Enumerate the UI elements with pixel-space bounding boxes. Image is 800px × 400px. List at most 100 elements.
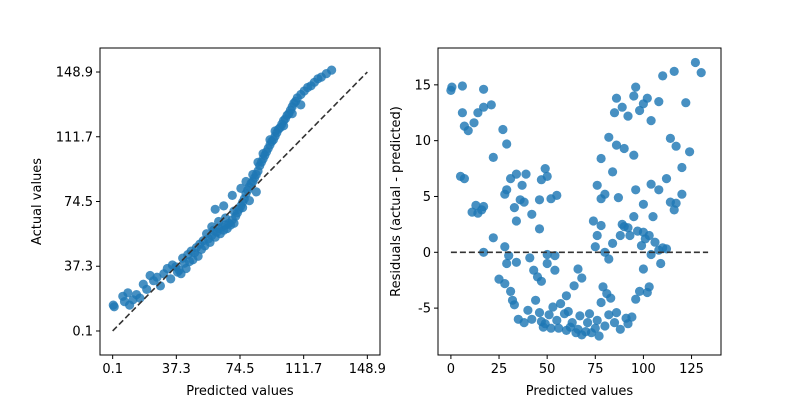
data-point [563, 306, 573, 317]
data-point [567, 318, 577, 328]
y-tick-label: 74.5 [64, 195, 93, 210]
data-point [631, 185, 641, 195]
x-tick-label: 50 [539, 362, 556, 377]
data-point [155, 281, 165, 291]
data-point [544, 310, 554, 320]
data-point [236, 183, 246, 193]
data-point [681, 98, 691, 108]
data-point [542, 258, 552, 269]
y-axis-label: Actual values [30, 158, 45, 245]
data-point [588, 216, 599, 226]
data-point [642, 93, 652, 103]
data-point [656, 258, 666, 269]
data-point [638, 264, 649, 274]
data-point [457, 108, 467, 118]
x-tick-label: 125 [679, 362, 704, 377]
data-point [469, 118, 479, 128]
data-point [596, 297, 606, 308]
data-point [554, 323, 564, 333]
data-point [523, 305, 533, 315]
y-tick-label: 15 [414, 78, 431, 93]
data-point [548, 302, 558, 312]
data-point [592, 315, 602, 325]
axis-ticks: 0.1 37.3 74.5 111.7 148.9 0.1 37.3 74.5 111.7 148… [56, 66, 386, 377]
x-tick-label: 75 [587, 362, 604, 377]
data-point [220, 213, 231, 223]
data-point [577, 273, 587, 283]
data-point [327, 65, 337, 75]
data-point [615, 324, 625, 334]
ideal-fit-line-layer [112, 71, 368, 332]
y-tick-label: 0.1 [72, 324, 93, 339]
data-point [258, 149, 268, 159]
data-point [677, 162, 687, 173]
data-point [592, 180, 602, 190]
data-point [629, 150, 639, 160]
data-point [635, 286, 645, 296]
data-point [631, 82, 641, 92]
residuals-panel: Predicted values Residuals (actual - pre… [389, 47, 722, 399]
data-point [519, 197, 529, 207]
data-point [550, 251, 560, 261]
data-point [584, 309, 595, 319]
data-point [590, 323, 600, 333]
data-point [648, 212, 658, 222]
data-point [123, 288, 133, 298]
data-point [511, 169, 521, 179]
data-point [608, 238, 618, 248]
data-point [486, 100, 496, 110]
data-point [604, 310, 614, 320]
y-tick-label: 5 [423, 190, 431, 205]
data-point [611, 93, 622, 103]
data-point [502, 139, 512, 149]
y-axis-label: Residuals (actual - predicted) [389, 106, 404, 297]
data-point [646, 179, 656, 189]
data-point [135, 293, 145, 303]
data-point [241, 176, 251, 187]
data-point [592, 230, 602, 241]
data-point [609, 108, 620, 118]
data-point [611, 308, 622, 318]
data-point [193, 251, 203, 261]
data-point [629, 91, 639, 101]
data-point [214, 216, 224, 227]
data-point [210, 204, 220, 214]
data-point [542, 249, 552, 260]
y-tick-label: 111.7 [56, 130, 93, 145]
data-point [534, 308, 545, 318]
data-point [229, 206, 239, 216]
data-point [629, 212, 639, 222]
data-point [665, 133, 676, 143]
data-point [636, 241, 647, 251]
data-point [569, 281, 579, 291]
data-point [531, 295, 541, 305]
data-point [244, 196, 254, 206]
data-point [479, 201, 489, 212]
data-point [506, 286, 516, 296]
data-point [479, 102, 489, 112]
data-point [631, 294, 641, 304]
data-point [696, 68, 706, 78]
data-point [644, 230, 654, 241]
data-point [608, 167, 618, 177]
data-point [625, 230, 635, 241]
data-point [606, 293, 616, 303]
data-point [473, 108, 483, 118]
data-point [611, 140, 622, 150]
data-point [669, 66, 679, 76]
data-point [613, 193, 624, 203]
data-point [638, 199, 649, 209]
data-point [463, 126, 473, 136]
data-point [181, 263, 191, 274]
data-point [536, 276, 547, 286]
data-point [623, 319, 633, 329]
y-tick-label: 10 [414, 134, 431, 149]
predicted-vs-actual-points [108, 65, 337, 312]
residual-points [446, 57, 706, 341]
data-point [488, 233, 498, 243]
data-point [519, 318, 529, 328]
data-point [550, 265, 560, 275]
x-tick-label: 25 [491, 362, 508, 377]
x-tick-label: 148.9 [349, 362, 386, 377]
data-point [598, 282, 608, 292]
